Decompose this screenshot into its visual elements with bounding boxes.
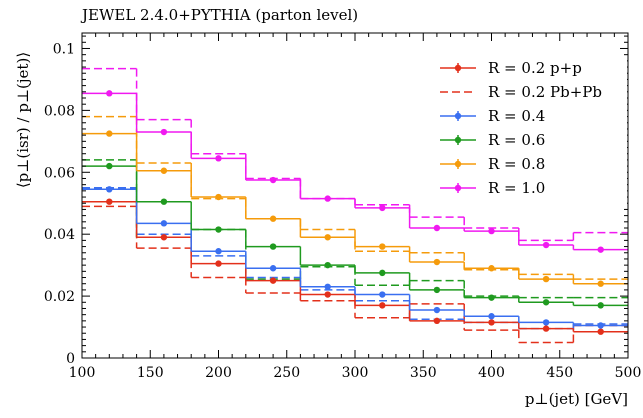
x-tick-label-300: 300 [342, 365, 369, 381]
x-tick-label-150: 150 [137, 365, 164, 381]
series-2-point-1 [160, 220, 168, 227]
y-tick-label-2: 0.04 [44, 227, 75, 243]
chart-title: JEWEL 2.4.0+PYTHIA (parton level) [80, 6, 358, 24]
series-5-point-5 [379, 204, 386, 212]
series-4-point-6 [433, 258, 441, 266]
series-5-point-7 [488, 227, 495, 235]
y-tick-label-1: 0.02 [44, 289, 75, 305]
legend-label-3: R = 0.6 [488, 131, 545, 149]
series-0-point-3 [269, 277, 277, 284]
series-0-point-2 [215, 260, 222, 267]
y-axis-label: ⟨p⊥(isr) / p⊥(jet)⟩ [14, 52, 32, 188]
series-5-point-1 [160, 128, 168, 136]
legend-marker-0 [454, 64, 462, 72]
series-0-point-5 [379, 302, 386, 309]
series-2-point-8 [542, 319, 550, 326]
legend-marker-3 [454, 136, 462, 144]
x-axis-label: p⊥(jet) [GeV] [525, 390, 628, 408]
series-4-point-8 [542, 275, 550, 283]
series-3-point-4 [324, 261, 331, 269]
series-2-point-0 [106, 186, 113, 193]
legend-label-4: R = 0.8 [488, 155, 545, 173]
legend-marker-5 [454, 184, 462, 192]
series-4-point-5 [379, 243, 386, 250]
series-2-point-7 [488, 313, 495, 320]
series-0-point-8 [542, 325, 550, 332]
legend-marker-4 [454, 160, 462, 168]
series-0-point-6 [433, 317, 441, 325]
series-5-point-2 [215, 155, 222, 162]
legend-item-0: R = 0.2 p+p [440, 59, 582, 77]
series-2-point-5 [379, 291, 386, 298]
series-5-point-6 [433, 224, 441, 232]
series-4 [82, 130, 628, 287]
series-0-point-7 [488, 319, 495, 326]
series-4-point-3 [269, 215, 277, 222]
series-5-point-9 [597, 246, 604, 253]
series-5-point-8 [542, 241, 550, 249]
series-2-point-2 [215, 248, 222, 255]
series-3-point-5 [379, 269, 386, 277]
y-tick-label-3: 0.06 [44, 165, 75, 181]
series-5-point-4 [324, 195, 331, 202]
x-tick-label-250: 250 [273, 365, 300, 381]
legend-label-0: R = 0.2 p+p [488, 59, 582, 77]
legend-item-3: R = 0.6 [440, 131, 545, 149]
legend-item-4: R = 0.8 [440, 155, 545, 173]
series-0-point-0 [106, 198, 113, 205]
legend-marker-2 [454, 112, 462, 120]
series-0 [82, 198, 628, 335]
series-4-point-4 [324, 234, 331, 241]
x-tick-label-450: 450 [546, 365, 573, 381]
series-3-point-6 [433, 286, 441, 294]
series-5 [82, 90, 628, 253]
legend-item-1: R = 0.2 Pb+Pb [440, 83, 602, 101]
series-0-point-1 [160, 234, 168, 241]
plot-content [82, 67, 628, 344]
series-3 [82, 162, 628, 309]
series-3-point-0 [106, 162, 113, 170]
x-tick-label-500: 500 [615, 365, 642, 381]
series-2-point-6 [433, 306, 441, 314]
legend-label-2: R = 0.4 [488, 107, 545, 125]
series-3-point-9 [597, 302, 604, 309]
series-3-point-3 [269, 243, 277, 250]
series-3-point-8 [542, 299, 550, 306]
series-4-point-2 [215, 193, 222, 201]
legend-label-5: R = 1.0 [488, 179, 545, 197]
series-4-point-0 [106, 130, 113, 137]
legend-item-2: R = 0.4 [440, 107, 545, 125]
series-4-point-7 [488, 265, 495, 272]
x-tick-label-100: 100 [69, 365, 96, 381]
y-tick-label-4: 0.08 [44, 103, 75, 119]
series-0-point-9 [597, 328, 604, 335]
series-3-point-1 [160, 198, 168, 205]
series-5-point-0 [106, 90, 113, 97]
legend: R = 0.2 p+p R = 0.2 Pb+Pb R = 0.4 R = 0.6 R … [433, 56, 627, 204]
series-0-point-4 [324, 291, 331, 298]
legend-item-5: R = 1.0 [440, 179, 545, 197]
series-3-point-7 [488, 294, 495, 301]
series-2-point-4 [324, 283, 331, 291]
series-5-point-3 [269, 176, 277, 184]
y-tick-label-5: 0.1 [53, 41, 75, 57]
legend-background [433, 56, 627, 204]
x-tick-label-350: 350 [410, 365, 437, 381]
series-4-point-1 [160, 167, 168, 174]
legend-label-1: R = 0.2 Pb+Pb [488, 83, 602, 101]
series-2-point-9 [597, 322, 604, 329]
y-tick-label-0: 0 [66, 351, 75, 367]
series-2-point-3 [269, 265, 277, 272]
x-tick-label-400: 400 [478, 365, 505, 381]
series-4-point-9 [597, 280, 604, 287]
series-3-point-2 [215, 226, 222, 233]
x-tick-label-200: 200 [205, 365, 232, 381]
